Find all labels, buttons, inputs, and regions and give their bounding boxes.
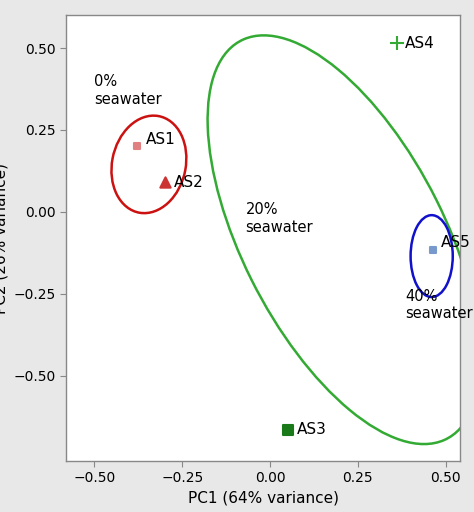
- Text: 40%
seawater: 40% seawater: [405, 289, 473, 322]
- Point: [429, 245, 437, 253]
- Point: [161, 178, 168, 186]
- Y-axis label: PC2 (26% variance): PC2 (26% variance): [0, 163, 8, 313]
- Text: 0%
seawater: 0% seawater: [94, 74, 162, 107]
- Text: 20%
seawater: 20% seawater: [246, 202, 313, 234]
- Text: AS1: AS1: [146, 132, 175, 147]
- Text: AS2: AS2: [173, 175, 203, 190]
- Text: AS5: AS5: [440, 236, 470, 250]
- Point: [284, 425, 292, 434]
- Point: [393, 39, 401, 47]
- X-axis label: PC1 (64% variance): PC1 (64% variance): [188, 491, 338, 506]
- Text: AS4: AS4: [405, 36, 435, 51]
- Point: [133, 142, 140, 151]
- Text: AS3: AS3: [296, 422, 326, 437]
